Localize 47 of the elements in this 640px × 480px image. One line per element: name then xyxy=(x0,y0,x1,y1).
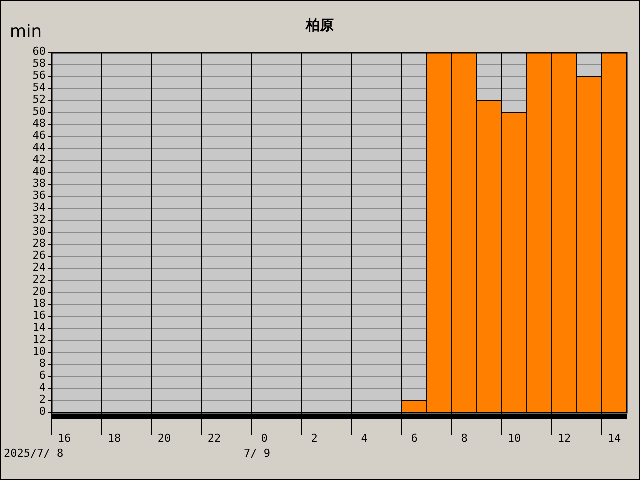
y-tick-label: 44 xyxy=(32,141,46,154)
y-tick-label: 46 xyxy=(32,129,46,142)
x-tick-label: 12 xyxy=(558,432,572,445)
y-tick-label: 8 xyxy=(39,357,46,370)
y-tick-label: 6 xyxy=(39,369,46,382)
y-tick-label: 24 xyxy=(32,261,46,274)
y-tick-label: 14 xyxy=(32,321,46,334)
text: 2025/7/ 8 xyxy=(4,447,64,460)
y-tick-label: 18 xyxy=(32,297,46,310)
x-tick-label: 20 xyxy=(158,432,172,445)
y-tick-label: 54 xyxy=(32,81,46,94)
x-tick-label: 8 xyxy=(461,432,468,445)
x-tick-label: 2 xyxy=(311,432,318,445)
y-tick-label: 34 xyxy=(32,201,46,214)
y-tick-label: 2 xyxy=(39,393,46,406)
x-tick-label: 22 xyxy=(208,432,222,445)
y-tick-label: 30 xyxy=(32,225,46,238)
y-tick-label: 52 xyxy=(32,93,46,106)
y-axis-title: min xyxy=(10,22,42,42)
y-tick-label: 48 xyxy=(32,117,46,130)
y-tick-label: 10 xyxy=(32,345,46,358)
y-tick-label: 36 xyxy=(32,189,46,202)
y-tick-label: 58 xyxy=(32,57,46,70)
y-tick-label: 42 xyxy=(32,153,46,166)
y-tick-label: 22 xyxy=(32,273,46,286)
x-tick-label: 16 xyxy=(58,432,72,445)
y-tick-label: 38 xyxy=(32,177,46,190)
x-tick-label: 14 xyxy=(608,432,622,445)
y-tick-label: 12 xyxy=(32,333,46,346)
x-tick-label: 18 xyxy=(108,432,122,445)
y-tick-label: 50 xyxy=(32,105,46,118)
y-tick-label: 28 xyxy=(32,237,46,250)
y-tick-label: 4 xyxy=(39,381,46,394)
x-tick-label: 4 xyxy=(361,432,368,445)
y-tick-label: 20 xyxy=(32,285,46,298)
text: 7/ 9 xyxy=(244,447,270,460)
x-tick-label: 6 xyxy=(411,432,418,445)
y-tick-label: 40 xyxy=(32,165,46,178)
y-tick-label: 26 xyxy=(32,249,46,262)
y-tick-label: 32 xyxy=(32,213,46,226)
chart-title: 柏原 xyxy=(305,18,334,34)
y-tick-label: 16 xyxy=(32,309,46,322)
y-tick-label: 56 xyxy=(32,69,46,82)
x-tick-label: 0 xyxy=(261,432,268,445)
y-tick-label: 0 xyxy=(39,405,46,418)
x-tick-label: 10 xyxy=(508,432,522,445)
y-tick-label: 60 xyxy=(32,45,46,58)
